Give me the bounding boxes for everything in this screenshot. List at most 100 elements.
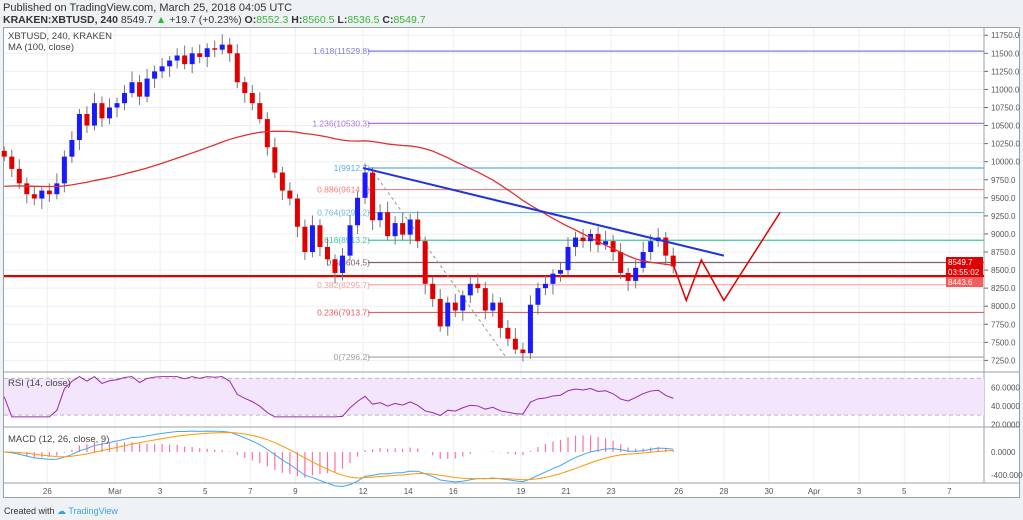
macd-axis-label: -400.0000 <box>991 471 1023 480</box>
bearish-trendline <box>362 167 725 257</box>
candle-body <box>234 53 240 83</box>
candle-body <box>422 241 428 284</box>
close-label: C: <box>382 14 394 26</box>
candle-body <box>505 327 511 339</box>
fib-level-label: 1(9912.7) <box>334 163 371 173</box>
time-axis-label: 26 <box>43 487 52 496</box>
candle-body <box>400 223 406 235</box>
macd-axis-label: 0.0000 <box>991 448 1016 457</box>
fib-level-label: 0.886(9614.5) <box>317 185 370 195</box>
candle-body <box>663 237 669 256</box>
price-axis-label: 8750.0 <box>991 248 1016 257</box>
candle-body <box>9 156 15 169</box>
candle-body <box>340 255 345 273</box>
up-arrow-icon: ▲ <box>155 14 167 26</box>
price-axis-label: 9500.0 <box>991 194 1016 203</box>
candle-body <box>31 194 37 199</box>
candle-body <box>573 237 579 247</box>
candle-body <box>467 283 473 296</box>
candle-body <box>527 304 533 354</box>
price-axis-label: 8250.0 <box>991 284 1016 293</box>
time-axis-label: 7 <box>947 487 952 496</box>
candle-body <box>437 298 443 327</box>
candle-body <box>355 197 361 226</box>
tradingview-link[interactable]: TradingView <box>68 506 118 516</box>
fib-level-label: 0.236(7913.7) <box>317 307 370 317</box>
candle-body <box>287 190 293 199</box>
rsi-axis-label: 60.0000 <box>991 384 1020 393</box>
candle-body <box>76 114 82 141</box>
tradingview-logo-icon: ☁ <box>57 506 67 516</box>
rsi-axis-label: 40.0000 <box>991 402 1020 411</box>
candle-body <box>670 255 676 267</box>
candle-body <box>452 302 458 311</box>
candle-body <box>550 273 556 284</box>
time-axis-label: 16 <box>449 487 458 496</box>
candle-body <box>542 283 548 289</box>
candle-body <box>535 288 541 305</box>
legend-ma: MA (100, close) <box>8 42 74 53</box>
candle-body <box>204 48 210 57</box>
candle-body <box>610 241 616 253</box>
candle-body <box>648 241 654 253</box>
candle-body <box>106 107 112 119</box>
candle-body <box>212 48 218 50</box>
ma-100-line <box>4 130 674 266</box>
time-axis-label: 28 <box>719 487 728 496</box>
fib-level-label: 0.382(8295.7) <box>317 280 370 290</box>
candle-body <box>159 66 165 72</box>
time-axis-label: 23 <box>607 487 616 496</box>
price-chart[interactable]: 7250.0 7500.0 7750.0 8000.0 8250.0 8500.0 8750… <box>0 0 1023 500</box>
candle-body <box>182 55 188 65</box>
price-tag-box <box>946 267 983 277</box>
candle-body <box>302 226 308 253</box>
time-axis-label: 5 <box>902 487 907 496</box>
candle-body <box>370 172 376 221</box>
low-value: 8536.5 <box>347 14 380 26</box>
price-change: +19.7 (+0.23%) <box>169 14 242 26</box>
candle-body <box>227 44 233 54</box>
price-axis-label: 10250.0 <box>991 140 1020 149</box>
candle-body <box>520 349 526 354</box>
low-label: L: <box>337 14 348 26</box>
candle-body <box>61 156 67 184</box>
candle-body <box>1 150 7 157</box>
rsi-band <box>4 378 984 416</box>
price-axis-label: 11500.0 <box>991 49 1020 58</box>
high-value: 8560.5 <box>302 14 335 26</box>
price-axis-label: 10500.0 <box>991 122 1020 131</box>
time-axis-label: 7 <box>248 487 253 496</box>
symbol-quote-line: KRAKEN:XBTUSD, 240 8549.7 ▲ +19.7 (+0.23… <box>3 14 426 26</box>
price-axis-label: 11250.0 <box>991 67 1020 76</box>
time-axis-label: 19 <box>516 487 525 496</box>
candle-body <box>114 103 120 108</box>
candle-body <box>279 172 285 191</box>
open-label: O: <box>244 14 257 26</box>
candle-body <box>430 283 436 299</box>
price-axis-label: 8500.0 <box>991 266 1016 275</box>
price-tag-box <box>946 277 983 287</box>
candle-body <box>415 219 421 242</box>
price-tag-label: 8549.7 <box>948 258 973 267</box>
price-axis-label: 10750.0 <box>991 104 1020 113</box>
candle-body <box>309 225 315 253</box>
candle-body <box>633 267 639 281</box>
time-axis-label: 5 <box>203 487 208 496</box>
candle-body <box>347 225 353 256</box>
fib-level-label: 0.618(8913.2) <box>317 235 370 245</box>
last-price: 8549.7 <box>120 14 153 26</box>
candle-body <box>174 55 180 61</box>
candle-body <box>91 103 97 126</box>
candle-body <box>257 103 263 120</box>
candle-body <box>122 93 128 104</box>
price-axis-label: 9750.0 <box>991 176 1016 185</box>
fib-level-label: 0(7296.2) <box>334 352 371 362</box>
candle-body <box>264 119 270 148</box>
candle-body <box>152 71 158 79</box>
candle-body <box>39 190 45 199</box>
candle-body <box>317 225 323 247</box>
candle-body <box>24 183 30 195</box>
time-axis-label: 26 <box>674 487 683 496</box>
candle-body <box>512 338 518 350</box>
price-tag-box <box>946 257 983 267</box>
